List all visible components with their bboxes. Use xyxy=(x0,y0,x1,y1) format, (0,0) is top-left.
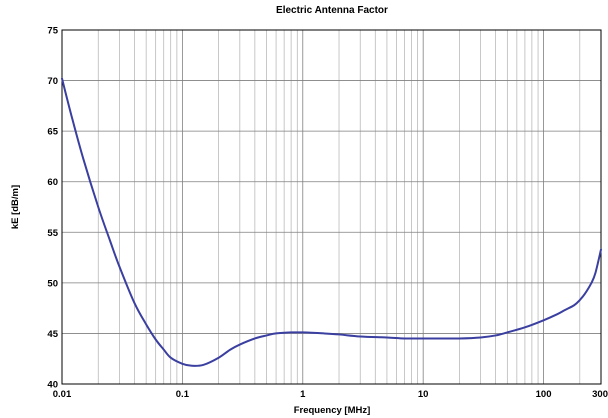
y-tick-label: 45 xyxy=(47,329,58,340)
y-tick-label: 50 xyxy=(47,278,58,289)
grid xyxy=(62,30,601,384)
x-tick-label: 0.01 xyxy=(53,389,72,400)
series-line xyxy=(61,77,602,367)
x-tick-label: 300 xyxy=(592,389,608,400)
x-axis-ticks: 0.01 0.1 1 10 100 300 xyxy=(53,389,608,400)
y-tick-label: 55 xyxy=(47,228,58,239)
x-axis-label: Frequency [MHz] xyxy=(294,405,371,416)
y-tick-label: 75 xyxy=(47,26,58,37)
y-tick-label: 65 xyxy=(47,127,58,138)
x-tick-label: 100 xyxy=(536,389,552,400)
x-tick-label: 0.1 xyxy=(176,389,190,400)
y-tick-label: 60 xyxy=(47,177,58,188)
plot-frame xyxy=(61,29,602,385)
chart-title: Electric Antenna Factor xyxy=(276,5,388,16)
y-tick-label: 70 xyxy=(47,76,58,87)
y-axis-ticks: 40 45 50 55 60 65 70 75 xyxy=(47,26,58,391)
x-tick-label: 1 xyxy=(300,389,306,400)
y-tick-label: 40 xyxy=(47,380,58,391)
y-axis-label: kE [dB/m] xyxy=(10,185,21,229)
x-tick-label: 10 xyxy=(418,389,429,400)
